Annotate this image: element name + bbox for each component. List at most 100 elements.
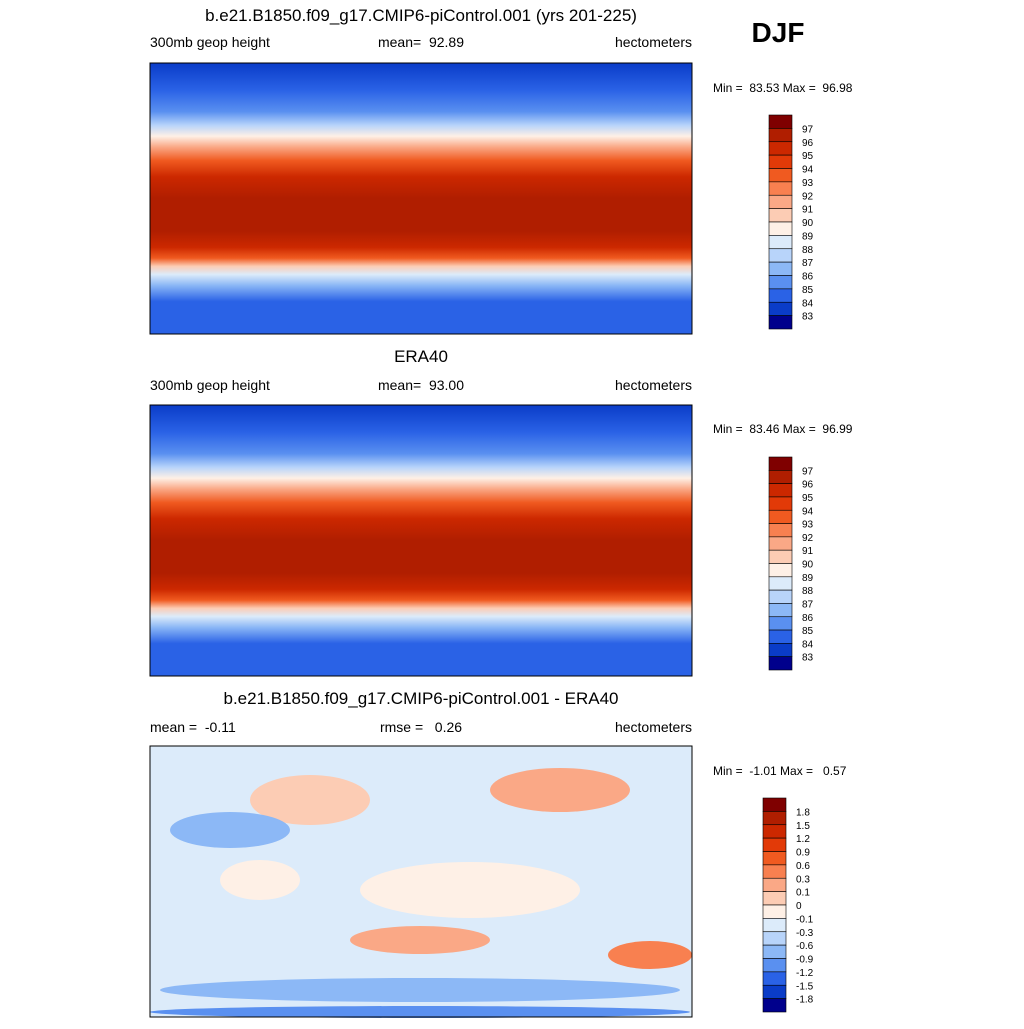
colorbar-label: 92 [802,533,814,544]
map-field [150,63,692,334]
colorbar-box [768,629,793,644]
colorbar-box [768,576,793,591]
colorbar-box [762,811,787,826]
colorbar-label: -0.3 [796,928,814,939]
colorbar-label: 89 [802,231,814,242]
colorbar-label: -0.6 [796,941,814,952]
colorbar-box [762,904,787,919]
season-label: DJF [752,17,805,48]
panel-right-label: hectometers [615,377,692,393]
colorbar-label: 88 [802,586,814,597]
colorbar-box [768,208,793,223]
colorbar-label: 84 [802,639,814,650]
colorbar-box [768,589,793,604]
colorbar-label: -1.8 [796,995,814,1006]
colorbar-box [762,971,787,986]
colorbar-box [768,656,793,671]
colorbar-box [768,603,793,618]
colorbar-label: -1.2 [796,968,814,979]
colorbar-box [762,891,787,906]
colorbar-box [762,918,787,933]
colorbar-box [762,877,787,892]
panel-right-label: hectometers [615,34,692,50]
colorbar-label: -0.1 [796,914,814,925]
colorbar-box [768,456,793,471]
colorbar-box [768,128,793,143]
colorbar-label: 95 [802,493,814,504]
map-anomaly [160,978,680,1002]
colorbar-box [768,536,793,551]
map-field [150,405,692,676]
colorbar-box [768,141,793,156]
colorbar-box [762,931,787,946]
colorbar-box [768,315,793,330]
colorbar-box [762,958,787,973]
map-anomaly [350,926,490,954]
colorbar-label: -0.9 [796,955,814,966]
panel-right-label: hectometers [615,719,692,735]
panel-center-label: mean= 92.89 [378,34,464,50]
colorbar-box [768,643,793,657]
colorbar-label: 0.1 [796,888,810,899]
colorbar-box [768,114,793,129]
panel-left-label: 300mb geop height [150,377,270,393]
colorbar-label: 0.3 [796,874,810,885]
colorbar-label: -1.5 [796,981,814,992]
colorbar-box [768,563,793,578]
colorbar-box [768,288,793,303]
colorbar-label: 89 [802,573,814,584]
colorbar-box [768,221,793,236]
map-frame [149,745,693,1018]
colorbar-label: 88 [802,245,814,256]
colorbar-box [768,275,793,290]
panel-title: ERA40 [394,347,448,366]
colorbar-label: 85 [802,626,814,637]
colorbar-box [768,549,793,564]
min-max-label: Min = -1.01 Max = 0.57 [713,764,847,778]
colorbar-box [768,181,793,196]
map-frame [149,62,693,335]
map-anomaly [490,768,630,812]
colorbar-box [768,248,793,263]
panel-left-label: mean = -0.11 [150,719,236,735]
map-anomaly [360,862,580,918]
colorbar-box [762,797,787,812]
colorbar-label: 93 [802,520,814,531]
colorbar-label: 91 [802,205,814,216]
colorbar-label: 85 [802,285,814,296]
colorbar-box [762,984,787,999]
colorbar-label: 86 [802,613,814,624]
colorbar-label: 92 [802,191,814,202]
colorbar-label: 97 [802,124,814,135]
colorbar-label: 1.5 [796,821,810,832]
map-anomaly [220,860,300,900]
colorbar-box [768,483,793,498]
min-max-label: Min = 83.53 Max = 96.98 [713,81,853,95]
colorbar-label: 1.2 [796,834,810,845]
colorbar-label: 94 [802,165,814,176]
colorbar-label: 94 [802,506,814,517]
colorbar-label: 86 [802,272,814,283]
colorbar-box [768,235,793,250]
colorbar-label: 0.6 [796,861,810,872]
panel-title: b.e21.B1850.f09_g17.CMIP6-piControl.001 … [223,689,618,708]
panel-left-label: 300mb geop height [150,34,270,50]
colorbar-label: 83 [802,312,814,323]
colorbar-box [768,523,793,538]
colorbar-box [768,470,793,484]
colorbar-label: 91 [802,546,814,557]
colorbar-box [762,944,787,959]
colorbar-label: 97 [802,466,814,477]
min-max-label: Min = 83.46 Max = 96.99 [713,422,853,436]
colorbar-label: 87 [802,258,814,269]
colorbar-box [768,194,793,209]
colorbar-label: 0.9 [796,848,810,859]
colorbar-label: 0 [796,901,802,912]
colorbar-box [762,824,787,839]
colorbar-label: 90 [802,218,814,229]
colorbar-label: 96 [802,138,814,149]
colorbar-box [762,864,787,879]
colorbar-box [768,509,793,524]
map-anomaly [250,775,370,825]
